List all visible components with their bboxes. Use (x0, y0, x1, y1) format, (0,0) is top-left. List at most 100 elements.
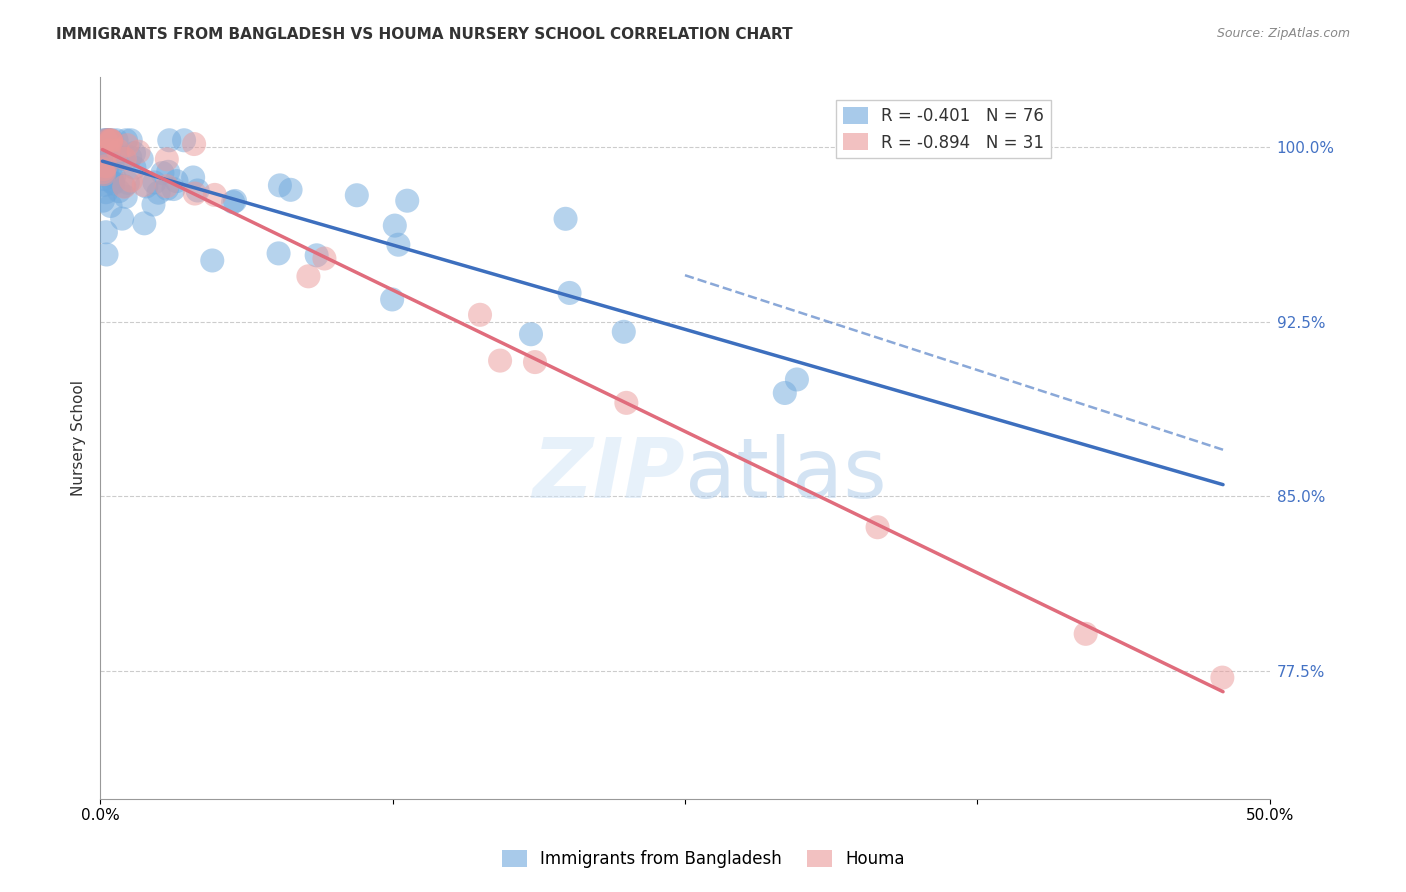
Point (305, 248, 328, 262)
Point (100, 168, 122, 182)
Point (117, 176, 139, 190)
Point (98, 133, 121, 147)
Point (94, 159, 117, 173)
Point (269, 178, 291, 193)
Point (91, 194, 114, 208)
Point (124, 161, 146, 175)
Point (115, 133, 138, 147)
Legend: R = -0.401   N = 76, R = -0.894   N = 31: R = -0.401 N = 76, R = -0.894 N = 31 (837, 100, 1050, 158)
Point (468, 308, 491, 322)
Point (104, 148, 127, 162)
Point (387, 237, 409, 252)
Point (94, 133, 117, 147)
Legend: Immigrants from Bangladesh, Houma: Immigrants from Bangladesh, Houma (495, 843, 911, 875)
Point (93, 178, 115, 192)
Point (183, 136, 205, 151)
Point (94, 153, 117, 167)
Point (1211, 671, 1233, 685)
Point (96, 163, 118, 178)
Point (97, 133, 120, 147)
Point (131, 152, 153, 166)
Point (112, 179, 135, 194)
Point (157, 165, 180, 179)
Point (166, 174, 188, 188)
Point (100, 134, 122, 148)
Point (94, 133, 117, 147)
Point (520, 327, 543, 342)
Point (93, 161, 115, 176)
Point (396, 194, 419, 208)
Point (93, 162, 115, 177)
Point (96, 133, 118, 147)
Point (156, 153, 179, 167)
Point (224, 194, 246, 208)
Point (132, 178, 155, 192)
Point (120, 150, 142, 164)
Point (201, 253, 224, 268)
Point (112, 179, 135, 194)
Point (135, 179, 157, 194)
Text: Source: ZipAtlas.com: Source: ZipAtlas.com (1216, 27, 1350, 40)
Point (280, 183, 302, 197)
Point (554, 211, 576, 226)
Point (489, 353, 512, 368)
Point (173, 133, 195, 147)
Point (184, 186, 207, 201)
Point (614, 396, 637, 410)
Point (97, 144, 120, 158)
Point (384, 219, 406, 233)
Point (142, 197, 165, 211)
Point (866, 520, 889, 534)
Point (96, 247, 118, 261)
Point (97, 153, 120, 168)
Point (91, 157, 114, 171)
Text: atlas: atlas (685, 434, 887, 515)
Point (524, 355, 547, 369)
Point (381, 293, 404, 307)
Y-axis label: Nursery School: Nursery School (72, 380, 86, 496)
Point (148, 186, 170, 200)
Point (94, 185, 117, 199)
Point (134, 216, 156, 230)
Point (93, 172, 115, 186)
Point (93, 165, 115, 179)
Point (93, 133, 115, 147)
Point (314, 252, 336, 266)
Point (100, 133, 122, 147)
Point (222, 195, 245, 210)
Point (181, 170, 204, 185)
Point (157, 133, 180, 147)
Point (94, 157, 117, 171)
Point (117, 138, 139, 153)
Point (100, 134, 122, 148)
Point (93, 167, 115, 181)
Point (100, 133, 122, 147)
Point (120, 133, 142, 147)
Point (98, 145, 121, 160)
Point (112, 152, 135, 166)
Point (100, 199, 122, 213)
Point (346, 188, 368, 202)
Point (108, 184, 131, 198)
Point (93, 143, 115, 157)
Point (773, 386, 796, 401)
Point (97, 133, 120, 147)
Point (162, 182, 184, 196)
Point (105, 133, 128, 147)
Point (104, 147, 127, 161)
Point (114, 152, 136, 166)
Point (143, 176, 166, 190)
Point (1074, 627, 1097, 641)
Point (152, 166, 174, 180)
Point (114, 190, 136, 204)
Point (267, 246, 290, 260)
Point (101, 158, 124, 172)
Point (94, 225, 117, 239)
Point (93, 166, 115, 180)
Point (103, 169, 125, 184)
Point (204, 187, 226, 202)
Point (156, 182, 179, 196)
Text: IMMIGRANTS FROM BANGLADESH VS HOUMA NURSERY SCHOOL CORRELATION CHART: IMMIGRANTS FROM BANGLADESH VS HOUMA NURS… (56, 27, 793, 42)
Point (127, 145, 149, 159)
Point (122, 146, 145, 161)
